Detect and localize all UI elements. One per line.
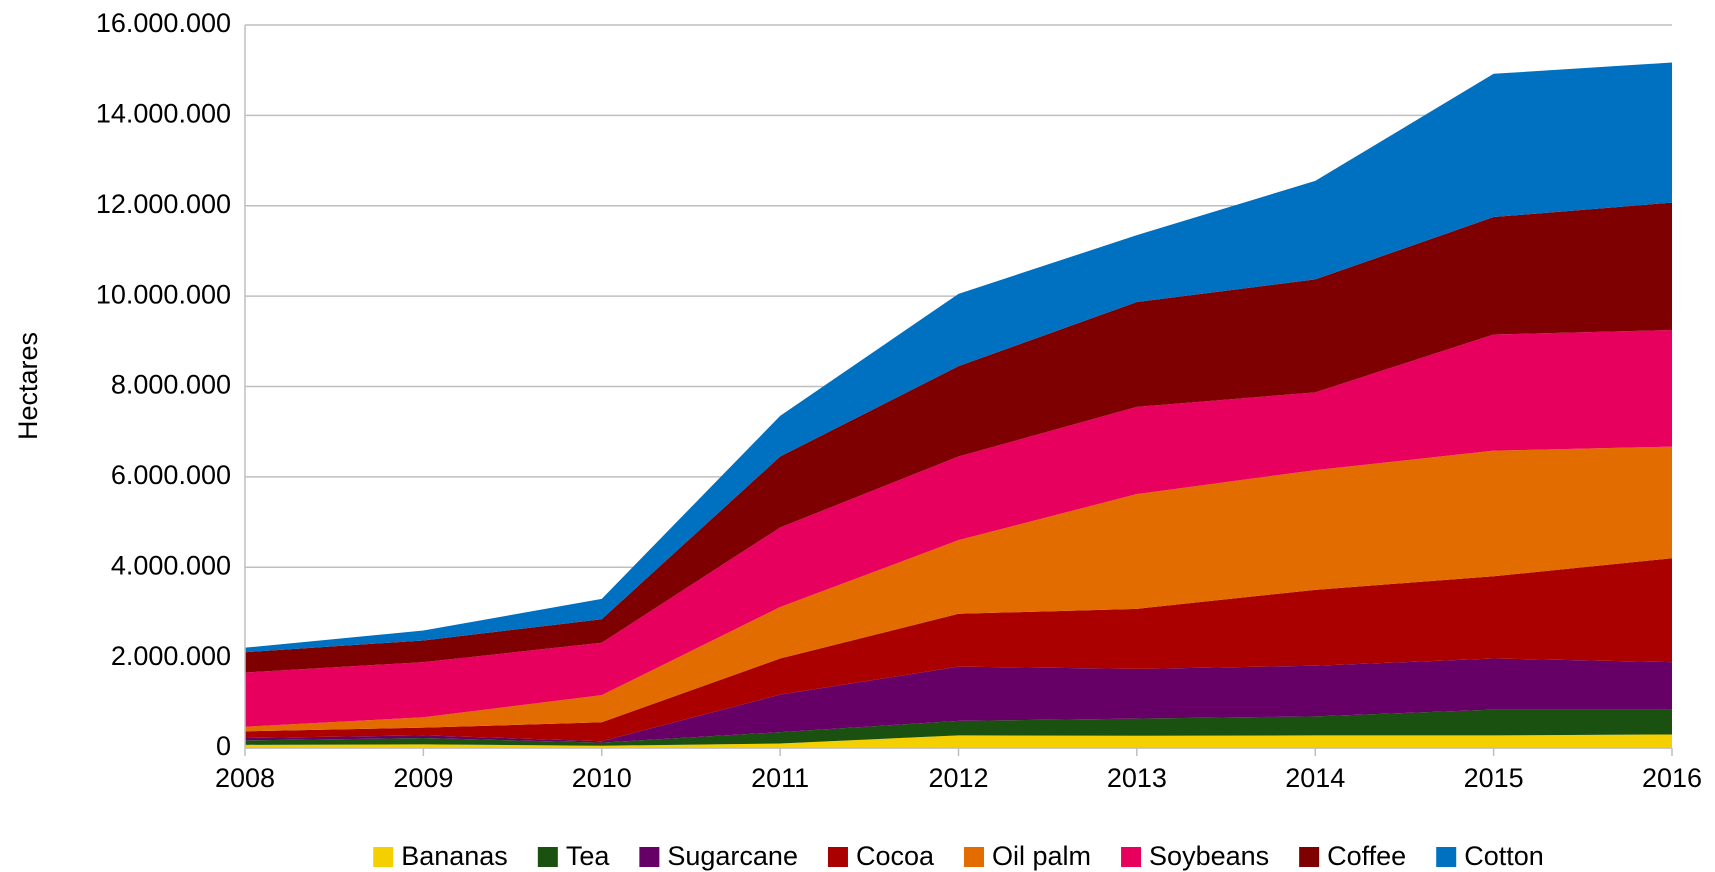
y-tick-label: 16.000.000: [96, 8, 231, 38]
legend-label: Bananas: [401, 841, 508, 871]
area: [245, 734, 1672, 748]
area: [245, 62, 1672, 653]
area: [245, 709, 1672, 746]
x-tick-label: 2015: [1464, 763, 1524, 793]
legend-label: Cocoa: [856, 841, 935, 871]
y-tick-label: 4.000.000: [111, 550, 231, 580]
y-tick-label: 14.000.000: [96, 99, 231, 129]
legend-label: Cotton: [1464, 841, 1544, 871]
area: [245, 202, 1672, 673]
y-tick-label: 2.000.000: [111, 641, 231, 671]
area: [245, 558, 1672, 742]
legend-swatch: [1436, 847, 1457, 867]
legend-label: Tea: [566, 841, 611, 871]
x-tick-label: 2012: [928, 763, 988, 793]
legend-swatch: [827, 847, 848, 867]
y-tick-label: 0: [216, 731, 231, 761]
x-tick-label: 2016: [1642, 763, 1702, 793]
area: [245, 446, 1672, 732]
legend-swatch: [1299, 847, 1320, 867]
legend-label: Sugarcane: [667, 841, 798, 871]
y-tick-label: 12.000.000: [96, 189, 231, 219]
x-tick-label: 2011: [751, 763, 809, 793]
legend-label: Soybeans: [1149, 841, 1269, 871]
y-tick-label: 8.000.000: [111, 370, 231, 400]
x-tick-label: 2014: [1285, 763, 1345, 793]
y-axis-label: Hectares: [13, 332, 43, 440]
x-tick-label: 2009: [393, 763, 453, 793]
legend-swatch: [537, 847, 558, 867]
y-tick-label: 10.000.000: [96, 279, 231, 309]
x-tick-label: 2010: [572, 763, 632, 793]
legend-label: Coffee: [1327, 841, 1406, 871]
legend-swatch: [1121, 847, 1142, 867]
x-tick-label: 2008: [215, 763, 275, 793]
legend-label: Oil palm: [992, 841, 1091, 871]
area: [245, 330, 1672, 727]
y-tick-label: 6.000.000: [111, 460, 231, 490]
legend-swatch: [964, 847, 985, 867]
x-tick-label: 2013: [1107, 763, 1167, 793]
legend-swatch: [373, 847, 394, 867]
area: [245, 658, 1672, 743]
legend-swatch: [639, 847, 660, 867]
